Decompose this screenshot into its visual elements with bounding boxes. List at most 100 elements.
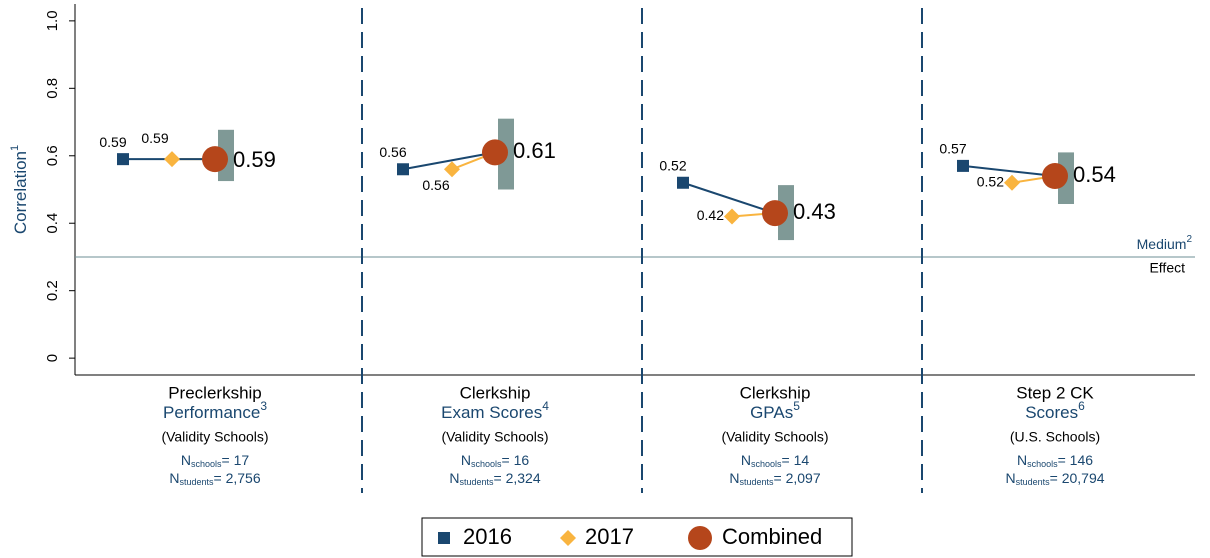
value-label: 0.52 <box>659 157 686 173</box>
text-part: N <box>729 470 739 486</box>
sample-size: Nstudents= 2,756 <box>169 470 260 488</box>
reference-label: Medium2 <box>1137 234 1193 252</box>
category-group: (Validity Schools) <box>441 429 548 445</box>
text-part: = 2,097 <box>774 470 821 486</box>
sample-size: Nstudents= 2,324 <box>449 470 540 488</box>
sample-size: Nstudents= 2,097 <box>729 470 820 488</box>
category-label: Exam Scores4 <box>441 399 549 422</box>
marker-diamond <box>1004 174 1020 191</box>
category-label: Preclerkship <box>168 383 262 402</box>
category-label: Scores6 <box>1025 399 1085 422</box>
legend-box <box>421 517 853 557</box>
category-label: Clerkship <box>460 383 531 402</box>
value-label: 0.54 <box>1073 162 1116 187</box>
text-part: students <box>739 477 774 487</box>
text-part: Correlation <box>11 151 30 234</box>
text-part: = 17 <box>222 452 250 468</box>
text-part: N <box>1017 452 1027 468</box>
category-group: (Validity Schools) <box>721 429 828 445</box>
y-tick-label: 0.2 <box>44 280 61 301</box>
marker-diamond <box>164 151 180 168</box>
text-part: schools <box>1027 459 1058 469</box>
text-part: 2 <box>1186 234 1192 245</box>
value-label: 0.59 <box>99 134 126 150</box>
connector <box>962 164 1056 178</box>
text-part: 6 <box>1078 399 1085 413</box>
text-part: N <box>741 452 751 468</box>
legend-label: 2016 <box>463 524 512 549</box>
connector <box>402 151 496 171</box>
y-tick-label: 0.8 <box>44 78 61 99</box>
text-part: = 16 <box>502 452 530 468</box>
marker-circle <box>482 139 508 166</box>
legend-label: Combined <box>722 524 822 549</box>
text-part: 5 <box>793 399 800 413</box>
text-part: students <box>459 477 494 487</box>
text-part: GPAs <box>750 403 793 422</box>
y-tick-label: 0 <box>44 354 61 362</box>
text-part: = 2,324 <box>494 470 541 486</box>
value-label: 0.52 <box>977 173 1004 189</box>
category-label: Performance3 <box>163 399 267 422</box>
y-tick-label: 0.4 <box>44 213 61 234</box>
text-part: N <box>449 470 459 486</box>
sample-size: Nstudents= 20,794 <box>1005 470 1104 488</box>
y-tick-label: 0.6 <box>44 145 61 166</box>
text-part: 4 <box>542 399 549 413</box>
y-tick-label: 1.0 <box>44 10 61 31</box>
value-label: 0.56 <box>379 144 406 160</box>
text-part: 3 <box>260 399 267 413</box>
category-label: Clerkship <box>740 383 811 402</box>
legend-marker <box>560 530 576 546</box>
connector <box>682 181 776 215</box>
value-label: 0.61 <box>513 138 556 163</box>
legend-label: 2017 <box>585 524 634 549</box>
value-label: 0.59 <box>233 147 276 172</box>
category-label: GPAs5 <box>750 399 800 422</box>
category-label: Step 2 CK <box>1016 383 1094 402</box>
sample-size: Nschools= 17 <box>181 452 249 470</box>
marker-square <box>677 176 689 189</box>
text-part: 1 <box>9 145 21 151</box>
text-part: Performance <box>163 403 260 422</box>
legend-marker <box>438 532 450 544</box>
sample-size: Nschools= 14 <box>741 452 809 470</box>
value-label: 0.57 <box>939 141 966 157</box>
text-part: schools <box>191 459 222 469</box>
marker-circle <box>762 200 788 227</box>
text-part: schools <box>751 459 782 469</box>
category-group: (U.S. Schools) <box>1010 429 1100 445</box>
text-part: Exam Scores <box>441 403 542 422</box>
text-part: students <box>1016 477 1051 487</box>
reference-label: Effect <box>1149 260 1185 276</box>
category-group: (Validity Schools) <box>161 429 268 445</box>
text-part: N <box>1005 470 1015 486</box>
text-part: = 14 <box>782 452 810 468</box>
text-part: Scores <box>1025 403 1078 422</box>
value-label: 0.59 <box>141 130 168 146</box>
marker-diamond <box>724 208 740 225</box>
marker-diamond <box>444 161 460 178</box>
value-label: 0.42 <box>697 207 724 223</box>
text-part: = 20,794 <box>1050 470 1105 486</box>
sample-size: Nschools= 146 <box>1017 452 1093 470</box>
text-part: = 2,756 <box>214 470 261 486</box>
text-part: Medium <box>1137 236 1187 252</box>
text-part: N <box>169 470 179 486</box>
text-part: N <box>181 452 191 468</box>
value-label: 0.43 <box>793 199 836 224</box>
sample-size: Nschools= 16 <box>461 452 529 470</box>
text-part: students <box>179 477 214 487</box>
text-part: = 146 <box>1058 452 1094 468</box>
y-axis-label: Correlation1 <box>9 145 31 234</box>
legend-marker <box>688 526 712 550</box>
marker-circle <box>202 146 228 173</box>
marker-circle <box>1042 163 1068 190</box>
marker-square <box>117 153 129 166</box>
marker-square <box>397 163 409 176</box>
marker-square <box>957 159 969 172</box>
value-label: 0.56 <box>422 177 449 193</box>
text-part: schools <box>471 459 502 469</box>
text-part: N <box>461 452 471 468</box>
